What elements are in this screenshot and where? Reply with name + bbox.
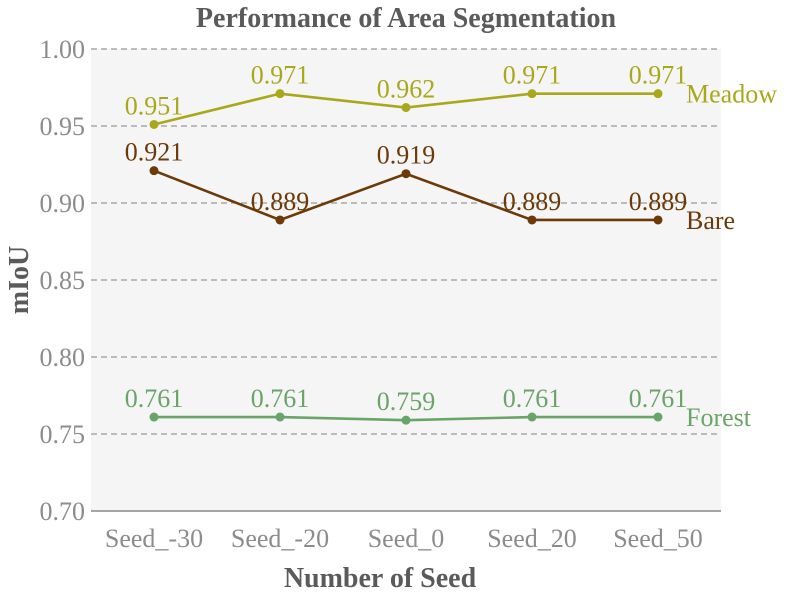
y-tick-label: 0.75 xyxy=(40,420,86,449)
data-label-meadow: 0.962 xyxy=(377,75,436,104)
y-tick-label: 0.95 xyxy=(40,112,86,141)
data-point-bare xyxy=(653,215,663,225)
y-tick-label: 0.70 xyxy=(40,497,86,526)
data-label-forest: 0.759 xyxy=(377,387,436,416)
y-tick-label: 0.90 xyxy=(40,189,86,218)
series-label-meadow: Meadow xyxy=(686,80,777,109)
data-point-meadow xyxy=(275,89,285,99)
data-point-forest xyxy=(401,415,411,425)
data-point-forest xyxy=(149,412,159,422)
data-label-forest: 0.761 xyxy=(629,384,688,413)
x-tick-label: Seed_20 xyxy=(487,524,577,553)
y-tick-label: 0.80 xyxy=(40,343,86,372)
series-label-forest: Forest xyxy=(686,403,752,432)
data-label-forest: 0.761 xyxy=(125,384,184,413)
data-point-bare xyxy=(275,215,285,225)
data-label-bare: 0.889 xyxy=(251,187,310,216)
data-point-meadow xyxy=(149,119,159,129)
y-axis-title: mIoU xyxy=(4,246,35,314)
data-label-forest: 0.761 xyxy=(503,384,562,413)
data-point-forest xyxy=(527,412,537,422)
grid-layer xyxy=(91,48,721,435)
data-label-bare: 0.921 xyxy=(125,138,184,167)
data-point-forest xyxy=(275,412,285,422)
data-point-forest xyxy=(653,412,663,422)
data-point-meadow xyxy=(653,89,663,99)
x-axis-title: Number of Seed xyxy=(284,563,477,594)
data-point-bare xyxy=(401,169,411,179)
data-label-meadow: 0.971 xyxy=(629,61,688,90)
chart-title: Performance of Area Segmentation xyxy=(196,3,617,34)
data-label-bare: 0.889 xyxy=(629,187,688,216)
data-label-meadow: 0.971 xyxy=(503,61,562,90)
x-tick-labels: Seed_-30 Seed_-20 Seed_0 Seed_20 Seed_50 xyxy=(105,524,703,553)
data-label-forest: 0.761 xyxy=(251,384,310,413)
data-point-bare xyxy=(527,215,537,225)
y-tick-label: 0.85 xyxy=(40,266,86,295)
x-tick-label: Seed_50 xyxy=(613,524,703,553)
series-label-bare: Bare xyxy=(686,206,735,235)
data-point-meadow xyxy=(527,89,537,99)
y-tick-labels: 0.70 0.75 0.80 0.85 0.90 0.95 1.00 xyxy=(40,35,86,526)
y-tick-label: 1.00 xyxy=(40,35,86,64)
data-point-meadow xyxy=(401,103,411,113)
data-label-bare: 0.919 xyxy=(377,141,436,170)
x-tick-label: Seed_-20 xyxy=(231,524,329,553)
data-label-bare: 0.889 xyxy=(503,187,562,216)
data-label-meadow: 0.971 xyxy=(251,61,310,90)
data-label-meadow: 0.951 xyxy=(125,91,184,120)
x-tick-label: Seed_0 xyxy=(368,524,445,553)
data-point-bare xyxy=(149,166,159,176)
x-tick-label: Seed_-30 xyxy=(105,524,203,553)
